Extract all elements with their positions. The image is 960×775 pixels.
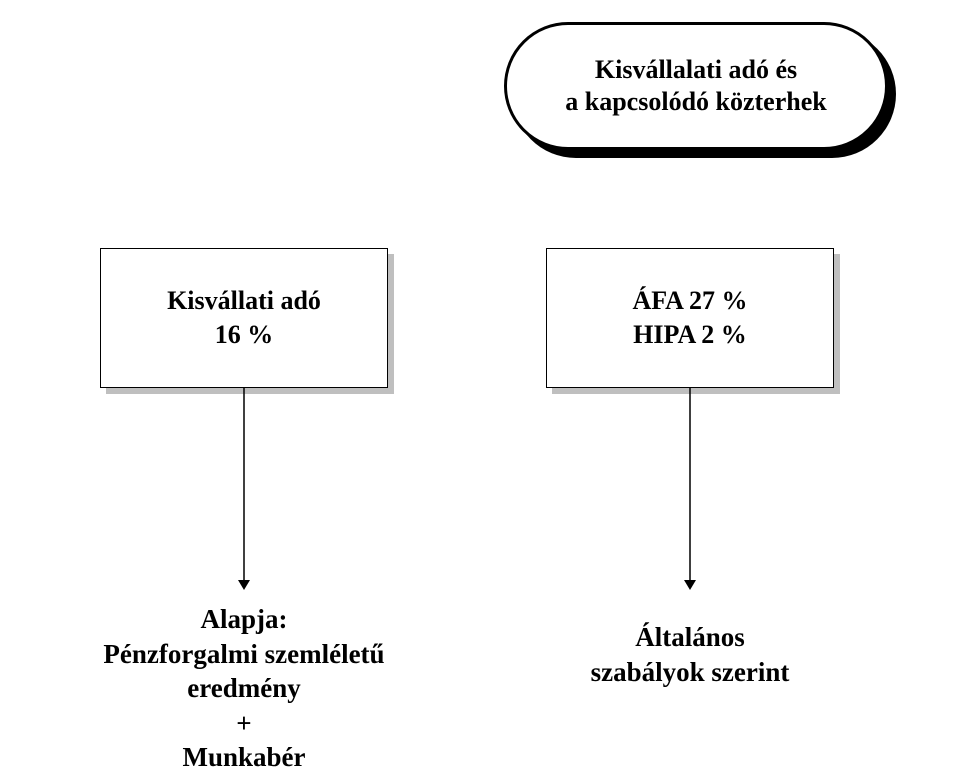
left-bottom-line-3: eredmény	[64, 671, 424, 706]
left-bottom-line-1: Alapja:	[64, 602, 424, 637]
right-arrow	[684, 388, 696, 590]
right-bottom-text: Általános szabályok szerint	[550, 620, 830, 689]
left-bottom-line-5: Munkabér	[64, 740, 424, 775]
diagram-canvas: Kisvállalati adó és a kapcsolódó közterh…	[0, 0, 960, 775]
left-bottom-text: Alapja: Pénzforgalmi szemléletű eredmény…	[64, 602, 424, 775]
left-bottom-line-4: +	[64, 706, 424, 741]
left-bottom-line-2: Pénzforgalmi szemléletű	[64, 637, 424, 672]
right-bottom-line-1: Általános	[550, 620, 830, 655]
right-bottom-line-2: szabályok szerint	[550, 655, 830, 690]
left-arrow	[238, 388, 250, 590]
